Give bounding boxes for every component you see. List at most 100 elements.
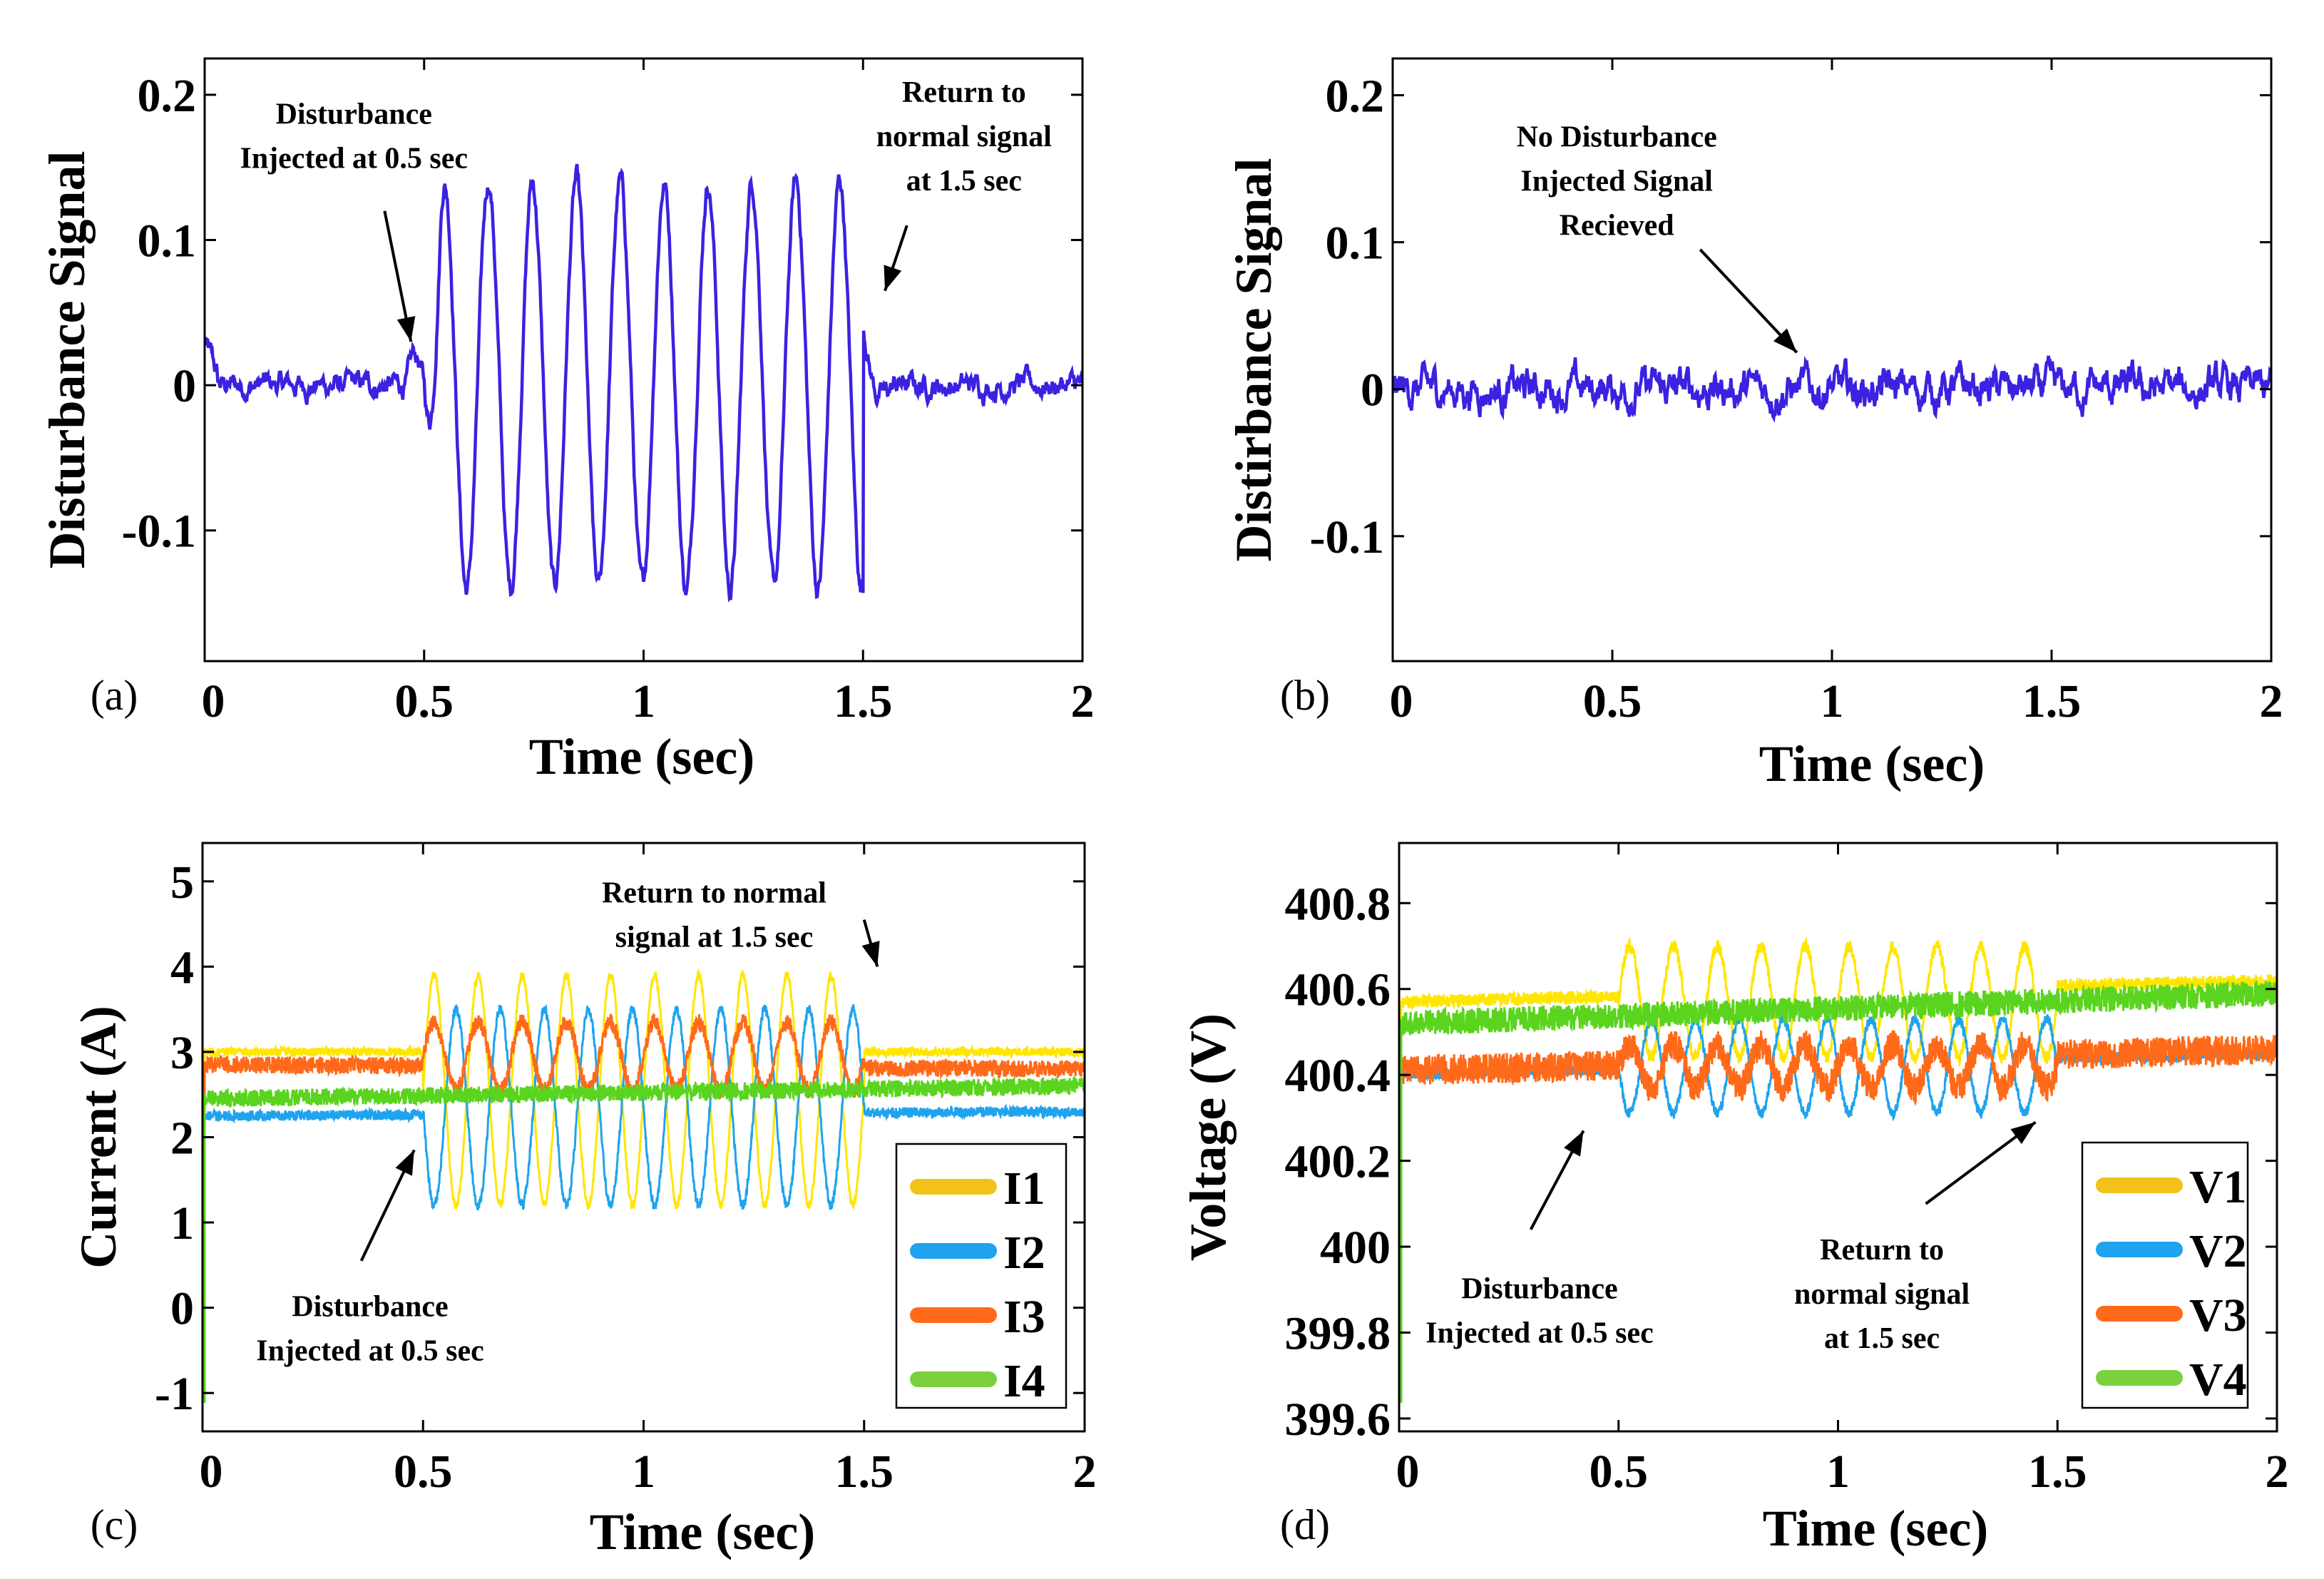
- series-line-disturbance-signal: [205, 163, 1082, 603]
- y-tick-label: 1: [170, 1197, 194, 1250]
- y-tick-label: 4: [170, 941, 194, 993]
- x-tick-label: 0.5: [395, 675, 454, 727]
- panel-label: (b): [1280, 672, 1330, 719]
- y-tick-label: -0.1: [122, 506, 196, 558]
- annotation-text: Injected at 0.5 sec: [256, 1335, 484, 1368]
- annotation: Disturbance Injected at 0.5 sec: [1425, 1130, 1654, 1349]
- annotation-arrow-head: [395, 1150, 414, 1176]
- panel-label: (a): [91, 672, 138, 719]
- x-tick-label: 2: [2266, 1446, 2289, 1498]
- x-tick-label: 2: [1071, 675, 1095, 727]
- y-tick-label: 0.1: [1326, 218, 1385, 270]
- y-axis-label: Voltage (V): [1179, 1013, 1237, 1261]
- y-tick-label: 400.8: [1285, 878, 1391, 930]
- annotation: Disturbance Injected at 0.5 sec: [240, 98, 468, 342]
- annotation-text: No Disturbance: [1517, 121, 1717, 154]
- legend-label: I2: [1003, 1227, 1045, 1279]
- y-tick-label: -0.1: [1310, 511, 1384, 563]
- y-tick-label: 0.2: [138, 70, 197, 122]
- y-tick-label: 400.2: [1285, 1136, 1391, 1188]
- x-axis-label: Time (sec): [1759, 735, 1985, 792]
- x-tick-label: 0: [1390, 675, 1413, 727]
- y-tick-label: 0: [173, 360, 196, 412]
- plot-area-b: [1393, 355, 2271, 423]
- panel-label: (d): [1280, 1501, 1330, 1548]
- legend-label: V3: [2189, 1289, 2247, 1342]
- x-tick-label: 1.5: [2022, 675, 2082, 727]
- x-tick-label: 2: [1073, 1446, 1097, 1498]
- series-line-i4: [203, 1075, 1085, 1110]
- series-line-v3: [1399, 1030, 2277, 1107]
- annotation-arrow-head: [861, 941, 880, 967]
- chart-d: 0 0.5 1 1.5 2 399.6 399.8 400 400.2 400.4 400.6 400…: [1179, 842, 2289, 1557]
- annotation: Return to normal signal at 1.5 sec: [1794, 1120, 2037, 1355]
- annotation-text: Return to normal: [602, 877, 826, 910]
- y-tick-label: 400.6: [1285, 964, 1391, 1016]
- y-tick-label: 2: [170, 1113, 194, 1165]
- x-tick-label: 0.5: [394, 1446, 453, 1498]
- y-axis-label: Distirbance Signal: [1225, 158, 1282, 561]
- annotation-arrow-head: [1564, 1130, 1584, 1157]
- annotation-text: normal signal: [876, 121, 1052, 153]
- annotation: No Disturbance Injected Signal Recieved: [1517, 121, 1798, 354]
- series-line-received-signal: [1393, 355, 2271, 423]
- y-tick-label: 0.1: [138, 215, 197, 267]
- x-tick-label: 0.5: [1583, 675, 1642, 727]
- annotation-text: Return to: [902, 76, 1026, 109]
- x-tick-label: 0: [200, 1446, 223, 1498]
- plot-area-a: [205, 163, 1082, 603]
- y-tick-label: -1: [155, 1368, 194, 1420]
- annotation-text: Injected Signal: [1520, 165, 1713, 198]
- series-line-i3: [203, 1013, 1085, 1102]
- x-axis-label: Time (sec): [590, 1503, 816, 1560]
- x-tick-label: 0: [202, 675, 225, 727]
- x-tick-label: 1: [1821, 675, 1844, 727]
- annotation-text: Disturbance: [292, 1291, 448, 1324]
- y-tick-label: 3: [170, 1027, 194, 1079]
- annotation-arrow-head: [396, 316, 416, 342]
- annotation-text: Injected at 0.5 sec: [1425, 1317, 1654, 1349]
- x-tick-label: 1: [632, 1446, 655, 1498]
- panel-label: (c): [91, 1501, 138, 1548]
- x-tick-label: 1.5: [2028, 1446, 2087, 1498]
- y-tick-label: 0.2: [1326, 71, 1385, 123]
- y-tick-label: 5: [170, 857, 194, 909]
- annotation-arrow-head: [884, 265, 902, 291]
- legend-label: I1: [1003, 1162, 1045, 1215]
- x-tick-label: 1.5: [835, 1446, 894, 1498]
- annotation: Return to normal signal at 1.5 sec: [876, 76, 1052, 292]
- chart-b: 0 0.5 1 1.5 2 -0.1 0 0.1 0.2 Time (sec) Distirbanc…: [1225, 57, 2283, 792]
- x-tick-label: 0.5: [1590, 1446, 1649, 1498]
- y-tick-label: 0: [170, 1283, 194, 1335]
- series-line-i2: [203, 1003, 1085, 1211]
- y-tick-label: 400.4: [1285, 1050, 1391, 1102]
- y-tick-label: 0: [1361, 364, 1384, 417]
- series-line-v4: [1399, 980, 2277, 1036]
- legend-label: I3: [1003, 1291, 1045, 1343]
- annotation-text: normal signal: [1794, 1278, 1970, 1311]
- x-tick-label: 2: [2260, 675, 2283, 727]
- y-axis-label: Current (A): [70, 1006, 127, 1269]
- annotation-text: Disturbance: [276, 98, 432, 131]
- y-tick-label: 400: [1320, 1222, 1391, 1274]
- annotation: Disturbance Injected at 0.5 sec: [256, 1149, 484, 1368]
- annotation-text: Recieved: [1560, 210, 1674, 242]
- legend-label: V4: [2189, 1354, 2247, 1406]
- y-tick-label: 399.6: [1285, 1394, 1391, 1446]
- annotation: Return to normal signal at 1.5 sec: [602, 877, 880, 967]
- x-axis-label: Time (sec): [529, 728, 755, 785]
- annotation-text: at 1.5 sec: [906, 165, 1022, 198]
- annotation-arrow-head: [2010, 1122, 2036, 1145]
- legend-label: V2: [2189, 1225, 2247, 1277]
- y-tick-label: 399.8: [1285, 1307, 1391, 1359]
- legend-label: V1: [2189, 1161, 2247, 1213]
- y-axis-label: Disturbance Signal: [39, 150, 96, 568]
- x-tick-label: 1: [1826, 1446, 1850, 1498]
- x-tick-label: 1.5: [834, 675, 893, 727]
- legend: V1 V2 V3 V4: [2081, 1141, 2249, 1409]
- annotation-text: Disturbance: [1461, 1272, 1617, 1305]
- x-tick-label: 0: [1396, 1446, 1420, 1498]
- x-axis-label: Time (sec): [1763, 1500, 1989, 1557]
